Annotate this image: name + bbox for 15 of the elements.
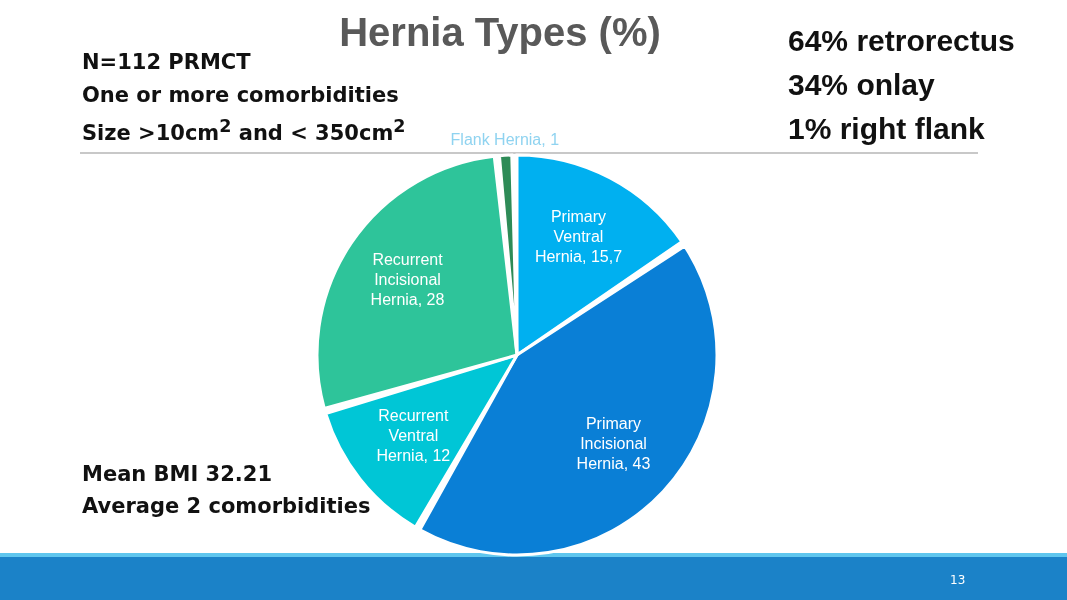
text: Size >10cm$^{2}$ and < 350cm$^{2}$: [82, 116, 406, 145]
slice-label: Primary Ventral Hernia, 15,7: [534, 208, 623, 266]
text: Mean BMI 32.21: [82, 462, 273, 486]
text: One or more comorbidities: [82, 83, 399, 107]
text: N=112 PRMCT: [82, 50, 251, 74]
text: 64% retrorectus: [788, 24, 1015, 58]
text: 13: [950, 573, 966, 587]
text: 1% right flank: [788, 112, 985, 146]
text: Average 2 comorbidities: [82, 494, 371, 518]
slice-label: Flank Hernia, 1: [450, 131, 560, 149]
chart-title: Hernia Types (%): [338, 10, 662, 55]
slice-label: Recurrent Ventral Hernia, 12: [376, 406, 451, 464]
slice-label: Recurrent Incisional Hernia, 28: [370, 251, 445, 309]
text: 34% onlay: [788, 68, 935, 102]
slice-label: Primary Incisional Hernia, 43: [576, 415, 651, 473]
